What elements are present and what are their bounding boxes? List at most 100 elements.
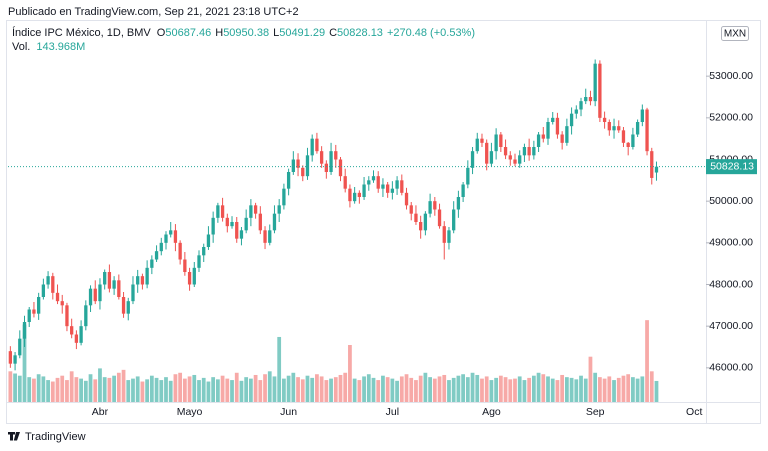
candle-body xyxy=(329,151,333,172)
volume-bar xyxy=(517,376,522,402)
candle-body xyxy=(187,272,192,285)
y-tick-label: 50000.00 xyxy=(709,195,753,207)
candle-body xyxy=(74,334,79,343)
candle-body xyxy=(390,188,395,193)
currency-box xyxy=(721,26,749,41)
volume-bar xyxy=(239,380,244,402)
candle-body xyxy=(159,242,163,252)
candle-body xyxy=(239,230,244,239)
candle-body xyxy=(98,284,102,302)
volume-bar xyxy=(527,377,532,402)
volume-bar xyxy=(470,372,475,402)
volume-bar xyxy=(503,377,508,402)
candle-body xyxy=(551,117,555,122)
volume-bar xyxy=(583,378,588,402)
candle-body xyxy=(508,155,512,160)
candle-body xyxy=(574,109,578,114)
volume-bar xyxy=(36,374,41,402)
candle-body xyxy=(532,147,536,156)
candle-body xyxy=(522,147,527,156)
candle-body xyxy=(428,201,432,214)
candle-body xyxy=(617,126,621,131)
candle-body xyxy=(621,130,626,143)
volume-bar xyxy=(315,374,319,402)
candle-body xyxy=(244,217,248,231)
volume-bar xyxy=(164,377,168,402)
candle-body xyxy=(607,122,611,131)
volume-bar xyxy=(102,377,107,402)
candle-body xyxy=(211,217,215,235)
volume-bar xyxy=(593,372,598,402)
volume-bar xyxy=(46,380,50,402)
volume-bar xyxy=(546,376,550,402)
volume-bar xyxy=(465,377,470,402)
candle-body xyxy=(475,138,479,152)
volume-bar xyxy=(376,380,381,402)
candle-body xyxy=(60,301,64,306)
candle-body xyxy=(376,176,380,189)
legend-key: L xyxy=(273,27,279,39)
candle-body xyxy=(565,126,569,143)
volume-bar xyxy=(60,375,65,402)
volume-bar xyxy=(17,375,22,402)
candle-body xyxy=(107,272,112,289)
volume-bar xyxy=(126,380,131,402)
volume-bar xyxy=(310,377,315,402)
candle-body xyxy=(235,222,239,239)
x-tick-label: Jun xyxy=(280,406,297,418)
legend-series-name: Índice IPC México, 1D, BMV xyxy=(12,26,151,39)
volume-bar xyxy=(626,374,631,402)
candle-body xyxy=(178,242,182,260)
volume-bar xyxy=(258,380,263,402)
volume-bar xyxy=(211,377,216,402)
volume-bar xyxy=(343,372,348,402)
y-tick-label: 49000.00 xyxy=(709,237,753,249)
candle-body xyxy=(131,284,135,302)
candle-body xyxy=(499,134,503,147)
legend-key: H xyxy=(215,27,223,39)
x-tick-label: Abr xyxy=(92,406,109,418)
volume-bar xyxy=(22,324,27,402)
x-tick-label: Ago xyxy=(482,406,501,418)
candle-body xyxy=(18,338,22,356)
plot-area: 46000.00 47000.00 48000.00 49000.00 50000.00… xyxy=(8,59,757,418)
volume-bar xyxy=(107,377,112,402)
legend: Índice IPC México, 1D, BMV O50687.46 H5095… xyxy=(12,26,475,39)
volume-bar xyxy=(27,377,32,402)
volume-bar xyxy=(602,378,607,402)
candle-body xyxy=(588,97,593,102)
volume-bar xyxy=(555,380,560,402)
volume-bar xyxy=(395,380,399,402)
candle-body xyxy=(489,151,494,164)
candle-body xyxy=(291,159,295,172)
candle-body xyxy=(112,280,116,289)
volume-bar xyxy=(145,379,150,402)
volume-bar xyxy=(484,376,489,402)
volume-bar xyxy=(220,375,225,402)
candle-body xyxy=(41,284,46,297)
volume-bar xyxy=(536,372,541,402)
candle-body xyxy=(518,155,522,164)
volume-bar xyxy=(50,381,55,402)
candle-body xyxy=(225,217,229,227)
volume-bar xyxy=(13,373,17,402)
volume-bar xyxy=(550,378,555,402)
volume-bar xyxy=(324,380,329,402)
candle-body xyxy=(121,297,126,314)
volume-bar xyxy=(319,376,324,402)
candle-body xyxy=(192,267,196,285)
candle-body xyxy=(423,213,428,231)
volume-bar xyxy=(135,376,140,402)
volume-bar xyxy=(187,376,192,402)
logo: TradingView xyxy=(8,431,86,443)
candle-body xyxy=(117,280,121,297)
x-tick-label: Jul xyxy=(386,406,399,418)
candle-body xyxy=(626,142,630,147)
volume-bar xyxy=(404,374,409,402)
x-tick-label: Oct xyxy=(686,406,702,418)
volume-bar xyxy=(437,376,442,402)
volume-bar xyxy=(513,378,517,402)
volume-bar xyxy=(390,378,395,402)
volume-bar xyxy=(69,371,74,402)
